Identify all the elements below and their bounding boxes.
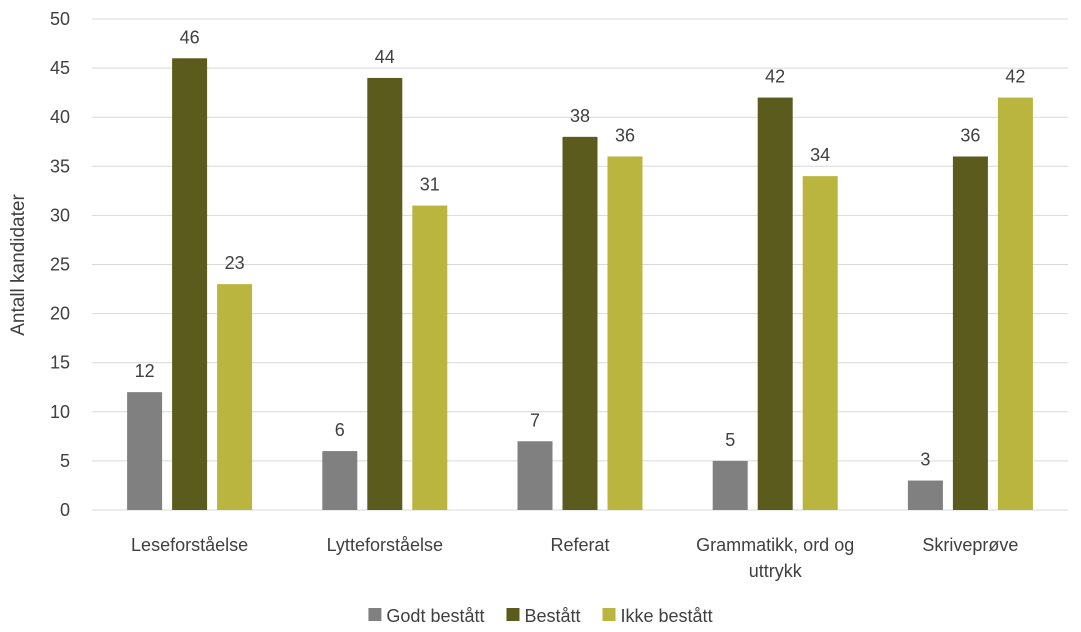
y-tick-label: 50 [50, 9, 70, 29]
legend: Godt bestått Bestått Ikke bestått [368, 606, 713, 626]
legend-item: Bestått [506, 606, 581, 626]
data-label: 46 [180, 27, 200, 47]
data-label: 34 [810, 145, 830, 165]
x-axis-categories: Leseforståelse Lytteforståelse Referat Gram… [131, 535, 1018, 581]
y-tick-label: 25 [50, 255, 70, 275]
bar [322, 451, 358, 510]
data-label: 42 [765, 67, 785, 87]
data-label: 7 [530, 410, 540, 430]
data-label: 5 [725, 430, 735, 450]
legend-label: Ikke bestått [621, 606, 713, 626]
x-category-label: Lytteforståelse [327, 535, 443, 555]
y-tick-label: 45 [50, 58, 70, 78]
y-tick-label: 0 [60, 500, 70, 520]
bar [997, 97, 1033, 510]
y-axis-ticks: 0 5 10 15 20 25 30 35 40 45 50 [50, 9, 70, 520]
legend-swatch [368, 608, 382, 621]
bar [712, 460, 748, 510]
data-label: 36 [960, 125, 980, 145]
data-label: 36 [615, 125, 635, 145]
bar [802, 176, 838, 510]
y-tick-label: 35 [50, 156, 70, 176]
data-label: 31 [420, 175, 440, 195]
legend-swatch [602, 608, 616, 621]
data-label: 23 [225, 253, 245, 273]
y-tick-label: 15 [50, 353, 70, 373]
y-tick-label: 10 [50, 402, 70, 422]
bar [172, 58, 208, 510]
bar [907, 480, 943, 510]
y-tick-label: 5 [60, 451, 70, 471]
y-axis-title: Antall kandidater [8, 194, 29, 336]
data-labels: 12 46 23 6 44 31 7 38 36 5 42 34 3 36 42 [135, 27, 1026, 469]
legend-label: Bestått [524, 606, 580, 626]
x-category-label: Skriveprøve [922, 535, 1018, 555]
data-label: 42 [1005, 67, 1025, 87]
y-tick-label: 20 [50, 304, 70, 324]
bar [952, 156, 988, 511]
data-label: 44 [375, 47, 395, 67]
y-tick-label: 40 [50, 107, 70, 127]
bar [127, 392, 163, 510]
bar [412, 205, 448, 510]
x-category-label: Referat [550, 535, 609, 555]
legend-label: Godt bestått [386, 606, 484, 626]
x-category-label: Leseforståelse [131, 535, 248, 555]
data-label: 12 [135, 361, 155, 381]
data-label: 38 [570, 106, 590, 126]
bar [367, 77, 403, 511]
legend-item: Godt bestått [368, 606, 484, 626]
bar [607, 156, 643, 511]
bar [562, 136, 598, 510]
bars [127, 58, 1033, 511]
data-label: 3 [920, 450, 930, 470]
data-label: 6 [335, 420, 345, 440]
bar [517, 441, 553, 510]
bar [217, 284, 253, 510]
legend-swatch [506, 608, 520, 621]
bar [757, 97, 793, 510]
y-tick-label: 30 [50, 205, 70, 225]
x-category-label: Grammatikk, ord og uttrykk [696, 535, 854, 581]
legend-item: Ikke bestått [602, 606, 713, 626]
